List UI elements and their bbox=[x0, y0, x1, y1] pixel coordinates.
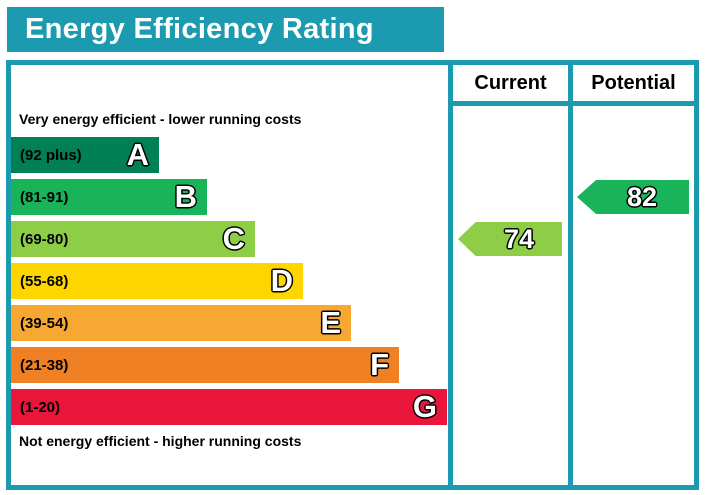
current-column-header: Current bbox=[474, 71, 547, 94]
band-letter: D bbox=[270, 262, 294, 298]
band-range-label: (21-38) bbox=[20, 356, 69, 374]
bottom-efficiency-note: Not energy efficient - higher running co… bbox=[19, 433, 302, 449]
band-c: (69-80) C bbox=[11, 220, 255, 257]
current-column-divider bbox=[448, 65, 453, 485]
band-range-label: (55-68) bbox=[20, 272, 69, 290]
potential-rating-arrow: 82 bbox=[577, 180, 689, 214]
potential-rating-value: 82 bbox=[626, 181, 658, 212]
chart-frame: Very energy efficient - lower running co… bbox=[6, 60, 699, 490]
band-range-label: (92 plus) bbox=[20, 146, 82, 164]
current-rating-arrow: 74 bbox=[458, 222, 562, 256]
rating-bands: (92 plus) A (81-91) B (69-80) C (55-68) D (39-54… bbox=[11, 136, 447, 431]
band-letter: A bbox=[126, 136, 150, 172]
potential-column-header: Potential bbox=[591, 71, 676, 94]
band-a: (92 plus) A bbox=[11, 136, 159, 173]
band-range-label: (1-20) bbox=[20, 398, 61, 416]
band-e: (39-54) E bbox=[11, 304, 351, 341]
band-f: (21-38) F bbox=[11, 346, 399, 383]
band-range-label: (69-80) bbox=[20, 230, 69, 248]
band-letter: G bbox=[412, 388, 438, 424]
column-header-underline bbox=[448, 101, 694, 106]
potential-column-divider bbox=[568, 65, 573, 485]
band-b: (81-91) B bbox=[11, 178, 207, 215]
band-letter: F bbox=[369, 346, 389, 382]
band-d: (55-68) D bbox=[11, 262, 303, 299]
title-bar: Energy Efficiency Rating bbox=[7, 7, 444, 52]
band-letter: E bbox=[320, 304, 342, 340]
band-range-label: (81-91) bbox=[20, 188, 69, 206]
band-range-label: (39-54) bbox=[20, 314, 69, 332]
page-title: Energy Efficiency Rating bbox=[25, 13, 374, 45]
band-letter: C bbox=[222, 220, 246, 256]
band-letter: B bbox=[174, 178, 198, 214]
top-efficiency-note: Very energy efficient - lower running co… bbox=[19, 111, 302, 127]
current-rating-value: 74 bbox=[503, 223, 535, 254]
band-g: (1-20) G bbox=[11, 388, 447, 425]
